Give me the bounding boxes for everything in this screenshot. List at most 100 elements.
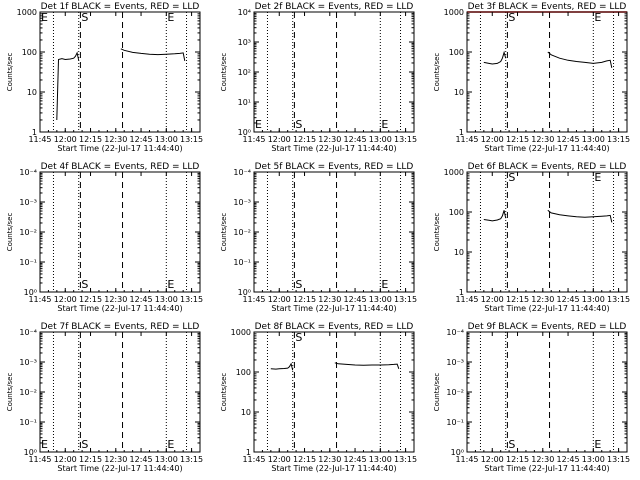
y-tick-label: 10⁻⁴ — [19, 168, 37, 177]
plot-frame — [466, 11, 628, 133]
y-tick-label: 10⁻² — [233, 228, 251, 237]
x-tick-label: 13:00 — [582, 135, 605, 144]
x-tick-label: 13:15 — [607, 135, 630, 144]
x-tick-label: 12:15 — [79, 135, 102, 144]
events-series-2 — [547, 209, 613, 223]
start-marker: S — [81, 438, 88, 451]
x-tick-label: 12:30 — [318, 295, 341, 304]
events-series-2 — [547, 51, 613, 69]
x-tick-label: 12:00 — [54, 455, 77, 464]
y-tick-label: 100 — [449, 48, 464, 57]
start-marker: S — [508, 11, 515, 24]
x-tick-label: 12:15 — [293, 455, 316, 464]
x-tick-label: 12:45 — [344, 455, 367, 464]
y-tick-label: 1 — [459, 288, 464, 297]
y-tick-label: 10⁻² — [19, 228, 37, 237]
x-tick-label: 13:15 — [394, 135, 417, 144]
start-marker: S — [295, 278, 302, 291]
start-marker: S — [508, 171, 515, 184]
end-marker: E — [381, 118, 388, 131]
x-tick-label: 12:45 — [344, 295, 367, 304]
end-marker: E — [167, 438, 174, 451]
plot-frame — [253, 331, 415, 453]
events-series-1 — [56, 51, 80, 121]
x-tick-label: 13:00 — [155, 135, 178, 144]
x-tick-label: 13:00 — [369, 135, 392, 144]
plot-frame — [466, 171, 628, 293]
x-tick-label: 12:45 — [557, 295, 580, 304]
x-tick-label: 12:15 — [506, 295, 529, 304]
y-tick-label: 10⁻⁴ — [19, 328, 37, 337]
y-tick-label: 10 — [454, 248, 464, 257]
end-marker: E — [594, 11, 601, 24]
x-tick-label: 13:15 — [180, 455, 203, 464]
x-tick-label: 11:45 — [28, 455, 51, 464]
x-tick-label: 13:15 — [607, 295, 630, 304]
events-series-2 — [120, 48, 186, 61]
x-axis-label: Start Time (22-Jul-17 11:44:40) — [57, 464, 182, 473]
panel-title: Det 2f BLACK = Events, RED = LLD — [255, 2, 414, 12]
y-tick-label: 10¹ — [238, 98, 251, 107]
x-axis-label: Start Time (22-Jul-17 11:44:40) — [57, 144, 182, 153]
x-tick-label: 13:00 — [155, 455, 178, 464]
y-tick-label: 1 — [32, 128, 37, 137]
panel-title: Det 1f BLACK = Events, RED = LLD — [41, 2, 200, 12]
x-tick-label: 12:30 — [531, 295, 554, 304]
y-tick-label: 10⁴ — [238, 8, 251, 17]
x-axis-label: Start Time (22-Jul-17 11:44:40) — [484, 304, 609, 313]
y-tick-label: 10 — [241, 408, 251, 417]
y-tick-label: 10⁰ — [24, 448, 37, 457]
panel-title: Det 6f BLACK = Events, RED = LLD — [468, 162, 627, 172]
y-tick-label: 10⁻¹ — [233, 258, 251, 267]
end-marker: E — [167, 278, 174, 291]
x-axis-label: Start Time (22-Jul-17 11:44:40) — [271, 464, 396, 473]
x-tick-label: 13:15 — [180, 295, 203, 304]
end-marker: E — [594, 171, 601, 184]
x-tick-label: 13:15 — [180, 135, 203, 144]
y-tick-label: 10⁻¹ — [19, 258, 37, 267]
plot-frame — [39, 331, 201, 453]
x-tick-label: 13:00 — [582, 455, 605, 464]
x-tick-label: 12:15 — [293, 295, 316, 304]
x-tick-label: 12:15 — [79, 455, 102, 464]
y-tick-label: 10⁰ — [238, 288, 251, 297]
x-tick-label: 12:00 — [268, 135, 291, 144]
y-tick-label: 10⁻⁴ — [233, 168, 251, 177]
y-tick-label: 10⁻⁴ — [446, 328, 464, 337]
y-tick-label: 10⁰ — [451, 448, 464, 457]
end-marker: E — [41, 438, 48, 451]
x-tick-label: 13:00 — [155, 295, 178, 304]
y-tick-label: 10⁻³ — [233, 198, 251, 207]
x-tick-label: 13:00 — [369, 455, 392, 464]
y-tick-label: 10⁻¹ — [446, 418, 464, 427]
x-tick-label: 11:45 — [455, 135, 478, 144]
y-axis-label: Counts/sec — [433, 53, 441, 92]
panel-title: Det 3f BLACK = Events, RED = LLD — [468, 2, 627, 12]
x-tick-label: 12:30 — [104, 135, 127, 144]
y-axis-label: Counts/sec — [433, 213, 441, 252]
x-tick-label: 12:00 — [268, 455, 291, 464]
y-tick-label: 10⁻² — [19, 388, 37, 397]
x-tick-label: 13:00 — [369, 295, 392, 304]
x-axis-label: Start Time (22-Jul-17 11:44:40) — [271, 144, 396, 153]
x-tick-label: 12:45 — [557, 455, 580, 464]
x-tick-label: 12:15 — [79, 295, 102, 304]
y-tick-label: 1 — [459, 128, 464, 137]
x-tick-label: 12:45 — [344, 135, 367, 144]
x-tick-label: 13:15 — [394, 295, 417, 304]
end-marker: E — [41, 11, 48, 24]
x-tick-label: 11:45 — [28, 295, 51, 304]
x-tick-label: 11:45 — [242, 295, 265, 304]
y-tick-label: 10⁰ — [24, 288, 37, 297]
x-tick-label: 13:00 — [582, 295, 605, 304]
plot-frame — [253, 11, 415, 133]
x-tick-label: 12:45 — [130, 295, 153, 304]
end-marker: E — [255, 118, 262, 131]
